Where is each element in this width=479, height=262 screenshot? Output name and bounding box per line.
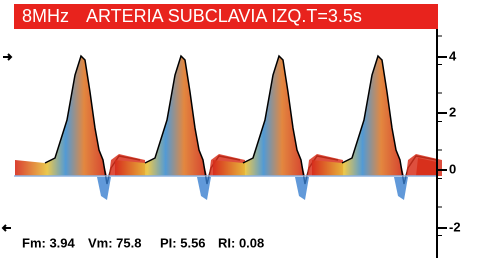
- doppler-screen: 8MHz ARTERIA SUBCLAVIA IZQ.T=3.5s 420-2 …: [0, 0, 479, 262]
- probe-frequency: 8MHz: [22, 6, 69, 26]
- measurement: Fm: 3.94: [22, 235, 76, 250]
- measurement: PI: 5.56: [160, 235, 206, 250]
- measurement: RI: 0.08: [218, 235, 264, 250]
- tick-label: 0: [449, 161, 456, 176]
- tick-label: 2: [449, 104, 456, 119]
- tick-label: 4: [449, 48, 457, 63]
- tick-label: -2: [449, 219, 461, 234]
- measurement: Vm: 75.8: [88, 235, 141, 250]
- header-title: ARTERIA SUBCLAVIA IZQ.T=3.5s: [86, 6, 362, 26]
